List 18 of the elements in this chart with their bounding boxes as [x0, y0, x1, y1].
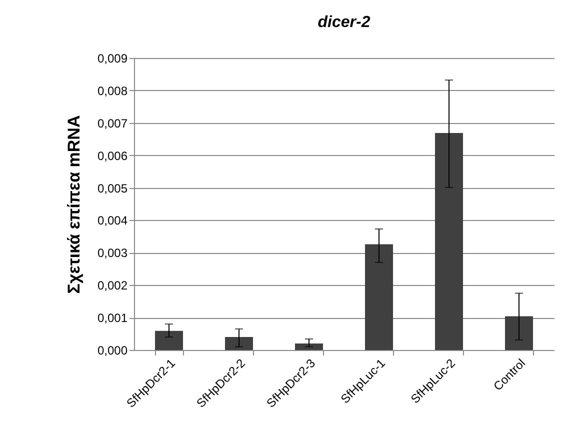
bar	[295, 344, 323, 350]
y-tick-label: 0,006	[97, 148, 128, 163]
chart-title: dicer-2	[318, 14, 370, 31]
y-tick-label: 0,007	[97, 116, 128, 130]
bar	[155, 330, 183, 350]
bar	[435, 132, 463, 350]
bar	[365, 244, 393, 350]
y-tick-label: 0,004	[97, 214, 128, 228]
y-tick-label: 0,000	[97, 344, 128, 358]
y-tick-label: 0,005	[97, 181, 128, 196]
y-tick-label: 0,008	[97, 84, 128, 98]
y-tick-label: 0,001	[97, 311, 128, 326]
bar	[505, 316, 533, 350]
y-tick-label: 0,002	[97, 278, 128, 293]
bar	[225, 337, 253, 350]
y-axis-title: Σχετικά επίπεα mRNA	[64, 115, 84, 294]
y-tick-label: 0,003	[97, 246, 128, 260]
y-tick-label: 0,009	[97, 52, 128, 66]
